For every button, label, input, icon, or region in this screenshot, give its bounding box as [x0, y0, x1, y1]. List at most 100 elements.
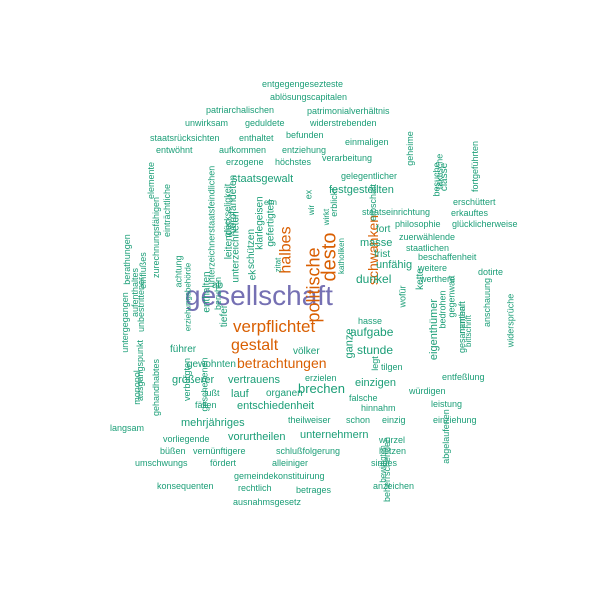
word: berathungen	[121, 234, 132, 285]
word: unternehmern	[300, 429, 369, 441]
word: büßen	[160, 446, 186, 456]
word: größerer	[172, 374, 215, 386]
word: katholiken	[337, 237, 347, 275]
word: wofür	[397, 285, 408, 308]
word: gehandhabtes	[151, 358, 162, 417]
word: werthere	[420, 274, 456, 284]
word: anschauung	[482, 277, 493, 328]
word: falsche	[349, 393, 378, 403]
word: entziehung	[282, 145, 327, 155]
word: kette	[414, 268, 426, 290]
word: theilweiser	[288, 415, 331, 425]
word: erzogene	[226, 157, 264, 167]
word: legt	[369, 356, 380, 371]
word: hinnahm	[361, 403, 396, 413]
word: stunde	[357, 343, 394, 357]
word: wir	[307, 204, 317, 216]
word: entschiedenheit	[237, 400, 315, 412]
word: elemente	[146, 161, 157, 200]
word: frist	[374, 249, 391, 260]
word: elm	[264, 198, 277, 207]
word: fällen	[195, 400, 217, 410]
word: festgestellten	[329, 184, 394, 196]
word: einzigen	[355, 377, 396, 389]
word: aufgabe	[350, 325, 394, 339]
word: ex	[303, 189, 314, 200]
word: patrimonialverhältnis	[307, 106, 390, 116]
word: geduldete	[245, 118, 285, 128]
word: gelegentlicher	[341, 171, 398, 181]
word: staatseinrichtung	[362, 207, 431, 217]
word: aufkommen	[219, 145, 267, 155]
word: abgelaufenen	[440, 409, 451, 464]
word: geheime	[404, 131, 415, 166]
word: bewilligten	[378, 445, 388, 483]
word: hetzen	[379, 446, 407, 456]
word: erkauftes	[451, 208, 489, 218]
word: zurechnungsfähigen	[151, 196, 162, 279]
word: fort	[376, 224, 391, 235]
word: staatsrücksichten	[150, 133, 220, 143]
word: zuerwählende	[399, 232, 456, 242]
word: schlußfolgerung	[276, 446, 341, 456]
word: wirkt	[322, 208, 332, 226]
word: schon	[346, 415, 371, 425]
word: dunkel	[356, 272, 392, 286]
word: völker	[293, 346, 320, 357]
word: ausnahmsgesetz	[233, 497, 302, 507]
word: gesellschaft	[185, 280, 333, 311]
word: hasse	[358, 316, 383, 326]
word: fußt	[204, 388, 220, 398]
word: erschüttert	[453, 197, 496, 207]
word: klarlegeisen	[254, 196, 266, 250]
word: höchstes	[275, 157, 312, 167]
word: masse	[360, 237, 393, 249]
word: gegenwart	[446, 275, 457, 318]
word: patriarchalischen	[206, 105, 275, 115]
word: langsam	[110, 423, 145, 433]
word: achtung	[173, 255, 184, 288]
word: vorliegende	[163, 434, 210, 444]
word: würdigen	[409, 386, 446, 396]
word: untergegangen	[119, 292, 130, 353]
word: ablösungscapitalen	[270, 92, 348, 102]
word: staatsgewalt	[232, 173, 294, 185]
word: erbschaft	[368, 183, 379, 222]
word: glücklicherweise	[452, 219, 518, 229]
word: einziehung	[433, 415, 477, 425]
word: organen	[266, 388, 303, 399]
word: entgegengesezteste	[262, 79, 344, 89]
word: dotirte	[478, 267, 504, 277]
word: entfeßlung	[442, 372, 485, 382]
word: ab	[212, 280, 224, 291]
word: tilgen	[381, 362, 403, 372]
word: einzig	[382, 415, 406, 425]
word: konsequenten	[157, 481, 214, 491]
word: gewohnten	[187, 359, 236, 370]
word: rechtlich	[238, 483, 272, 493]
word: alleiniger	[272, 458, 309, 468]
word: fortgeführten	[470, 140, 481, 193]
word: ek	[247, 269, 259, 281]
word: befunden	[286, 130, 324, 140]
word: vernünftigere	[193, 446, 246, 456]
word: anzeichen	[373, 481, 415, 491]
word: mehrjähriges	[181, 417, 245, 429]
word: politische	[303, 247, 324, 323]
word: enthaltet	[239, 133, 274, 143]
word: schützen	[246, 228, 258, 270]
word: leistung	[431, 399, 463, 409]
word: gefertigten	[265, 199, 277, 247]
word: staatlichen	[406, 243, 450, 253]
word: leitenden	[223, 218, 235, 260]
word: aufenthaltes	[130, 267, 141, 318]
word: vorurtheilen	[228, 431, 286, 443]
word: verpflichtet	[233, 317, 316, 336]
word: weitere	[418, 263, 448, 273]
word: widerstrebenden	[310, 118, 377, 128]
word: gesammten	[457, 305, 468, 354]
word: unterzeichnerstaatsfeindlichen	[206, 165, 217, 288]
word: entwöhnt	[156, 145, 193, 155]
word: wurzel	[379, 435, 406, 445]
